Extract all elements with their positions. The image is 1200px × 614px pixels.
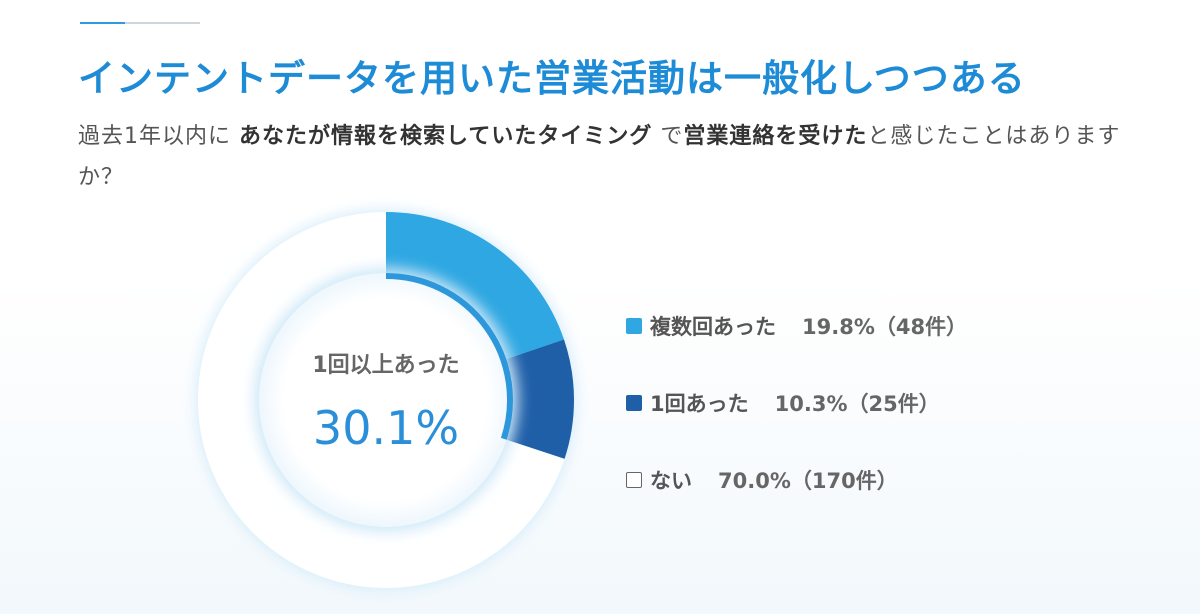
slice-once [499,339,574,459]
question-emphasis-1: あなたが情報を検索していたタイミング [239,124,653,149]
question-part-1: 過去1年以内に [78,124,231,149]
title-accent-line [80,22,200,24]
center-value: 30.1% [313,401,459,455]
legend-swatch-none [626,472,642,488]
chart-legend: 複数回あった 19.8%（48件） 1回あった 10.3%（25件） ない 70… [626,306,967,537]
legend-swatch-once [626,395,642,411]
legend-item-none: ない 70.0%（170件） [626,460,967,500]
legend-value-none: 70.0%（170件） [718,469,898,493]
donut-hole [259,273,513,527]
legend-label-once: 1回あった [650,392,749,416]
legend-label-multiple: 複数回あった [650,315,776,339]
question-emphasis-2: 営業連絡を受けた [683,124,868,149]
question-part-3: で [660,124,684,149]
legend-swatch-multiple [626,318,642,334]
legend-item-multiple: 複数回あった 19.8%（48件） [626,306,967,346]
legend-value-multiple: 19.8%（48件） [802,315,968,339]
legend-item-once: 1回あった 10.3%（25件） [626,383,967,423]
legend-label-none: ない [650,469,692,493]
slice-multiple [386,212,564,362]
center-label: 1回以上あった [312,353,459,378]
legend-value-once: 10.3%（25件） [774,392,940,416]
survey-question: 過去1年以内に あなたが情報を検索していたタイミング で営業連絡を受けたと感じた… [78,116,1138,198]
highlight-arc [385,273,513,440]
page-title: インテントデータを用いた営業活動は一般化しつつある [78,57,1026,100]
question-part-5: と感じたことはありますか？ [78,124,1121,190]
